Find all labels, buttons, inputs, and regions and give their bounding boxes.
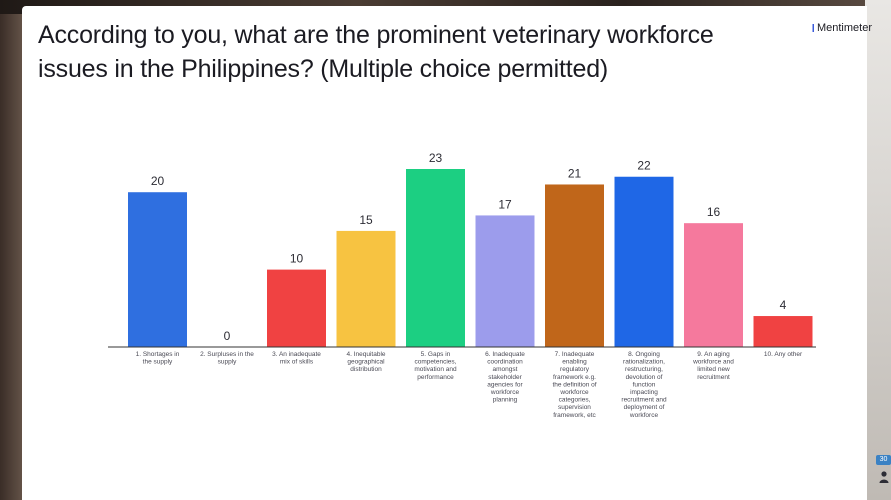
category-label-10: 10. Any other: [764, 351, 803, 358]
bar-7: [545, 184, 604, 347]
bar-value-label-2: 0: [224, 329, 231, 343]
bars: 20 0 10 15 23 17 21 22 16 4: [128, 151, 813, 347]
participant-count-badge: 30: [876, 455, 891, 465]
bar-value-label-4: 15: [359, 213, 373, 227]
bar-3: [267, 269, 326, 347]
category-label-7: 7. Inadequate enabling regulatory framework…: [552, 351, 596, 419]
background-right: [865, 0, 891, 500]
category-label-3: 3. An inadequate mix of skills: [272, 351, 321, 366]
bar-5: [406, 169, 465, 347]
category-label-6: 6. Inadequate coordination amongst stakehol…: [485, 351, 525, 404]
presentation-slide: According to you, what are the prominent…: [22, 6, 867, 500]
bar-4: [336, 230, 396, 347]
category-label-2: 2. Surpluses in the supply: [200, 351, 254, 366]
slide-title: According to you, what are the prominent…: [38, 21, 714, 83]
bar-value-label-7: 21: [568, 166, 582, 180]
category-labels: 1. Shortages in the supply 2. Surpluses in…: [136, 351, 803, 419]
bar-1: [128, 192, 187, 347]
mentimeter-brand: Mentimeter: [812, 20, 872, 36]
user-icon: [879, 471, 889, 483]
bar-value-label-6: 17: [498, 197, 512, 211]
category-label-8: 8. Ongoing rationalization, restructuring,…: [621, 351, 667, 419]
bar-value-label-3: 10: [290, 252, 304, 266]
bar-value-label-5: 23: [429, 151, 443, 165]
bar-value-label-10: 4: [780, 298, 787, 312]
bar-6: [475, 215, 535, 347]
category-label-5: 5. Gaps in competencies, motivation and per…: [414, 351, 457, 381]
bar-value-label-8: 22: [637, 159, 651, 173]
bar-10: [753, 316, 813, 347]
category-label-4: 4. Inequitable geographical distribution: [346, 351, 385, 373]
mentimeter-logo-icon: [812, 24, 814, 32]
bar-value-label-1: 20: [151, 174, 165, 188]
brand-label: Mentimeter: [816, 22, 872, 34]
category-label-9: 9. An aging workforce and limited new recru…: [692, 351, 734, 381]
bar-chart: 20 0 10 15 23 17 21 22 16 4 1. Shortages in the su…: [108, 151, 816, 419]
category-label-1: 1. Shortages in the supply: [136, 351, 180, 366]
bar-value-label-9: 16: [707, 205, 721, 219]
bar-8: [614, 176, 674, 347]
bar-9: [684, 223, 743, 347]
